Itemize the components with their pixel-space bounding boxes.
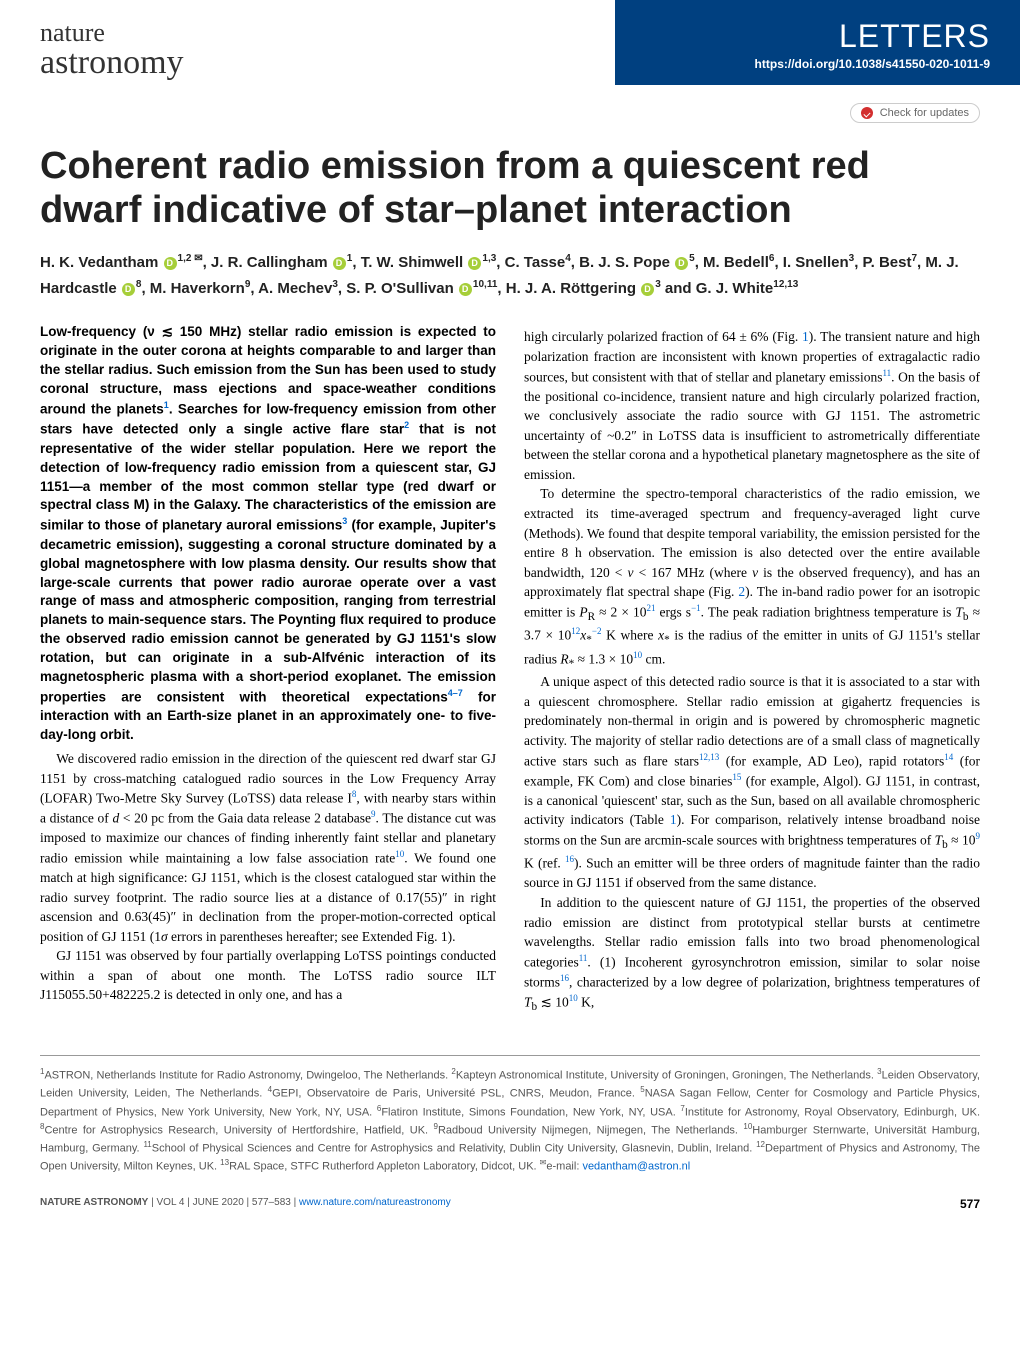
paragraph: high circularly polarized fraction of 64…: [524, 327, 980, 484]
paragraph: We discovered radio emission in the dire…: [40, 749, 496, 946]
doi-link[interactable]: https://doi.org/10.1038/s41550-020-1011-…: [755, 57, 990, 71]
header-bar: nature astronomy LETTERS https://doi.org…: [0, 0, 1020, 95]
journal-logo: nature astronomy: [40, 20, 184, 80]
footer: NATURE ASTRONOMY | VOL 4 | JUNE 2020 | 5…: [0, 1175, 1020, 1231]
footer-left: NATURE ASTRONOMY | VOL 4 | JUNE 2020 | 5…: [40, 1197, 451, 1211]
column-left: Low-frequency (ν ≲ 150 MHz) stellar radi…: [40, 323, 496, 1015]
paragraph: A unique aspect of this detected radio s…: [524, 672, 980, 893]
footer-url[interactable]: www.nature.com/natureastronomy: [299, 1197, 451, 1208]
paragraph: To determine the spectro-temporal charac…: [524, 484, 980, 672]
body-columns: Low-frequency (ν ≲ 150 MHz) stellar radi…: [0, 323, 1020, 1035]
article-title: Coherent radio emission from a quiescent…: [0, 131, 1020, 250]
affiliations: 1ASTRON, Netherlands Institute for Radio…: [40, 1055, 980, 1175]
page-number: 577: [960, 1197, 980, 1211]
check-updates-row: Check for updates: [0, 95, 1020, 131]
column-right: high circularly polarized fraction of 64…: [524, 323, 980, 1015]
abstract: Low-frequency (ν ≲ 150 MHz) stellar radi…: [40, 323, 496, 745]
header-right: LETTERS https://doi.org/10.1038/s41550-0…: [615, 0, 1020, 85]
author-list: H. K. Vedantham 1,2 ✉, J. R. Callingham …: [0, 250, 1020, 323]
paragraph: In addition to the quiescent nature of G…: [524, 893, 980, 1015]
section-label: LETTERS: [755, 18, 990, 55]
paragraph: GJ 1151 was observed by four partially o…: [40, 946, 496, 1005]
footer-journal: NATURE ASTRONOMY: [40, 1197, 148, 1208]
journal-line2: astronomy: [40, 46, 184, 80]
check-updates-button[interactable]: Check for updates: [850, 103, 980, 123]
footer-issue: | VOL 4 | JUNE 2020 | 577–583 |: [148, 1197, 299, 1208]
check-updates-label: Check for updates: [880, 107, 969, 119]
journal-line1: nature: [40, 20, 184, 46]
check-icon: [861, 107, 873, 119]
col1-body: We discovered radio emission in the dire…: [40, 749, 496, 1005]
